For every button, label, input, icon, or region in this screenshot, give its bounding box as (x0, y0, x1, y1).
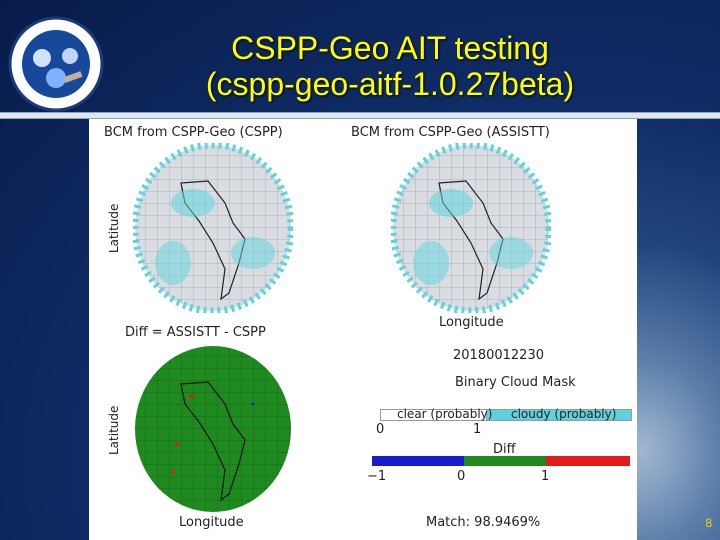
globe-cspp (133, 143, 293, 313)
title-line-2: (cspp-geo-aitf-1.0.27beta) (205, 66, 575, 102)
colorbar-cloudy-segment (486, 409, 632, 421)
globe-diff (135, 346, 291, 512)
globe-assistt (391, 143, 551, 313)
diff-colorbar-zero (464, 456, 546, 466)
figure-panel: BCM from CSPP-Geo (CSPP) BCM from CSPP-G… (89, 119, 637, 540)
xlabel-top: Longitude (439, 315, 504, 330)
diff-tick-minus1: −1 (367, 469, 387, 484)
ylabel-top: Latitude (107, 203, 121, 253)
diff-colorbar-positive (546, 456, 630, 466)
match-percentage: Match: 98.9469% (426, 515, 541, 530)
diff-tick-0: 0 (457, 469, 466, 484)
mask-colorbar-title: Binary Cloud Mask (455, 375, 576, 390)
slide-page-number: 8 (705, 516, 712, 530)
cloudy-label: cloudy (probably) (511, 407, 617, 421)
diff-colorbar-negative (372, 456, 464, 466)
ylabel-bottom: Latitude (107, 405, 121, 455)
diff-tick-1: 1 (541, 469, 550, 484)
noaa-nesdis-star-logo (8, 16, 104, 112)
mask-tick-0: 0 (376, 422, 385, 437)
panel-title-assistt: BCM from CSPP-Geo (ASSISTT) (351, 125, 550, 140)
timestamp: 20180012230 (453, 348, 544, 363)
title-line-1: CSPP-Geo AIT testing (231, 30, 549, 66)
diff-colorbar-title: Diff (493, 442, 516, 457)
slide-title: CSPP-Geo AIT testing (cspp-geo-aitf-1.0.… (130, 30, 650, 102)
title-divider (0, 112, 720, 119)
panel-title-diff: Diff = ASSISTT - CSPP (125, 325, 266, 340)
xlabel-bottom: Longitude (179, 515, 244, 530)
clear-label: clear (probably) (397, 407, 493, 421)
panel-title-cspp: BCM from CSPP-Geo (CSPP) (104, 125, 283, 140)
mask-tick-1: 1 (473, 422, 482, 437)
